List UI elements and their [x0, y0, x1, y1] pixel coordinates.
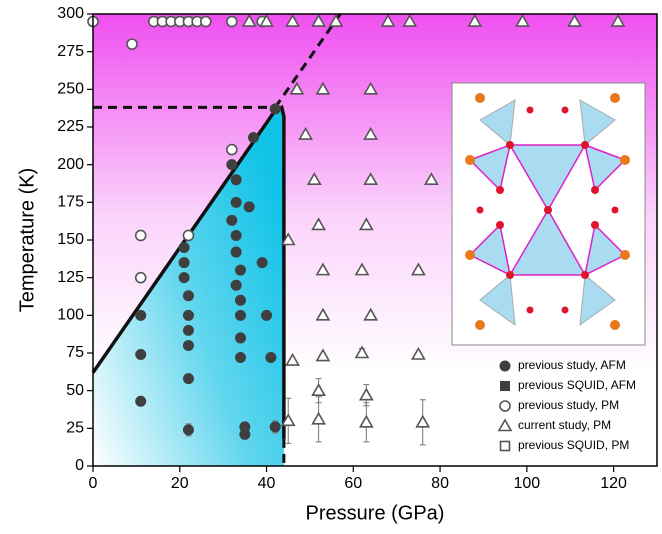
y-tick-label: 75 [66, 344, 84, 361]
y-tick-label: 275 [57, 43, 84, 60]
data-point [136, 273, 146, 283]
legend-label: previous study, AFM [518, 358, 626, 372]
data-point [179, 243, 189, 253]
x-tick-label: 120 [600, 475, 627, 492]
y-tick-label: 200 [57, 156, 84, 173]
data-point [183, 325, 193, 335]
data-point [262, 310, 272, 320]
data-point [231, 197, 241, 207]
data-point [236, 295, 246, 305]
data-point [183, 291, 193, 301]
data-point [179, 258, 189, 268]
data-point [183, 310, 193, 320]
data-point [236, 265, 246, 275]
data-point [227, 145, 237, 155]
x-tick-label: 60 [344, 475, 362, 492]
data-point [270, 104, 280, 114]
legend-label: current study, PM [518, 418, 611, 432]
data-point [231, 230, 241, 240]
y-tick-label: 250 [57, 81, 84, 98]
data-point [179, 273, 189, 283]
x-tick-label: 40 [258, 475, 276, 492]
data-point [270, 422, 280, 432]
y-tick-label: 50 [66, 382, 84, 399]
legend-marker [500, 401, 510, 411]
y-tick-label: 300 [57, 5, 84, 22]
data-point [136, 230, 146, 240]
legend-label: previous SQUID, AFM [518, 378, 636, 392]
data-point [201, 17, 211, 27]
data-point [231, 175, 241, 185]
data-point [227, 160, 237, 170]
data-point [183, 425, 193, 435]
data-point [136, 396, 146, 406]
y-tick-label: 125 [57, 269, 84, 286]
y-axis-label: Temperature (K) [16, 168, 38, 313]
data-point [231, 280, 241, 290]
y-tick-label: 175 [57, 194, 84, 211]
data-point [236, 353, 246, 363]
x-tick-label: 0 [89, 475, 98, 492]
data-point [231, 247, 241, 257]
x-tick-label: 100 [513, 475, 540, 492]
data-point [240, 429, 250, 439]
legend-marker [501, 382, 510, 391]
data-point [257, 258, 267, 268]
data-point [183, 374, 193, 384]
inset-structure [452, 83, 645, 345]
data-point [266, 353, 276, 363]
x-tick-label: 20 [171, 475, 189, 492]
data-point [227, 215, 237, 225]
data-point [227, 17, 237, 27]
x-tick-label: 80 [431, 475, 449, 492]
y-tick-label: 25 [66, 420, 84, 437]
data-point [127, 39, 137, 49]
data-point [244, 202, 254, 212]
chart: Pressure (GPa) Temperature (K) previous … [0, 0, 662, 529]
y-tick-label: 0 [75, 457, 84, 474]
data-point [136, 310, 146, 320]
legend-label: previous study, PM [518, 398, 619, 412]
legend-label: previous SQUID, PM [518, 438, 629, 452]
legend-marker [501, 442, 510, 451]
data-point [249, 133, 259, 143]
y-tick-label: 100 [57, 307, 84, 324]
y-tick-label: 150 [57, 231, 84, 248]
data-point [236, 333, 246, 343]
y-tick-label: 225 [57, 118, 84, 135]
x-axis-label: Pressure (GPa) [306, 502, 445, 524]
data-point [236, 310, 246, 320]
data-point [136, 350, 146, 360]
legend-marker [500, 361, 510, 371]
data-point [183, 340, 193, 350]
data-point [183, 230, 193, 240]
